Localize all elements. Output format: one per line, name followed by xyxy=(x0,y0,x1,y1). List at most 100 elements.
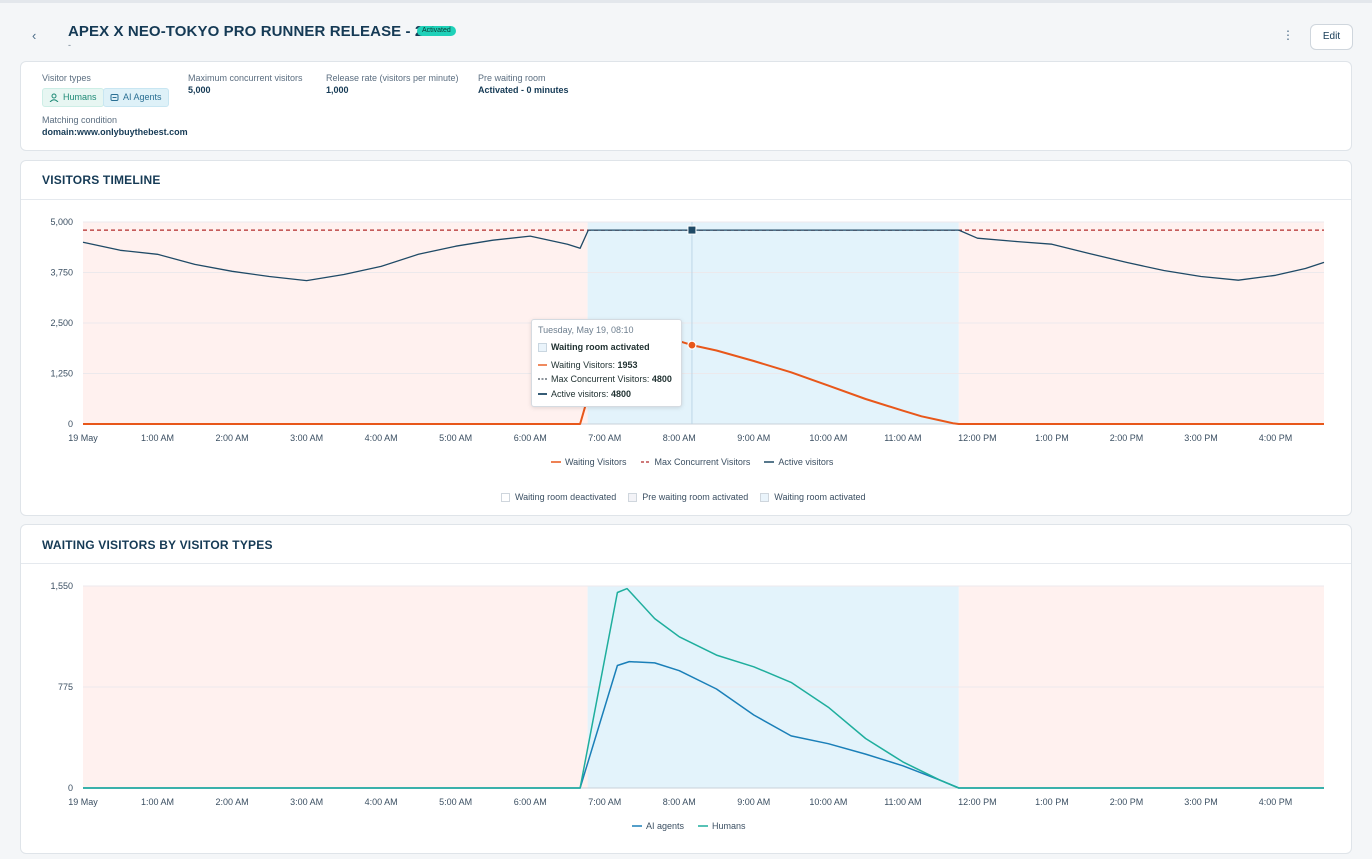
pre-waiting-square-icon xyxy=(628,492,638,502)
visitor-types-chart[interactable]: 1,550 775 0 19 May 1:00 AM 2:00 AM 3:00 AM 4:00… xyxy=(21,569,1351,859)
x-tick-label: 6:00 AM xyxy=(514,797,547,807)
legend-waiting-visitors[interactable]: Waiting Visitors xyxy=(551,457,627,467)
legend-ai-agents[interactable]: AI agents xyxy=(632,821,684,831)
matching-condition-field: Matching condition domain:www.onlybuythe… xyxy=(42,115,188,137)
legend-waiting-label: Waiting Visitors xyxy=(565,457,627,467)
status-badge: Activated xyxy=(417,26,456,36)
x-tick-label: 7:00 AM xyxy=(588,433,621,443)
x-tick-label: 19 May xyxy=(68,433,98,443)
x-tick-label: 2:00 PM xyxy=(1110,433,1144,443)
band-legend-pre-waiting-label: Pre waiting room activated xyxy=(642,492,749,502)
legend-max-label: Max Concurrent Visitors xyxy=(654,457,751,467)
series-line-ai-agents xyxy=(83,660,1324,789)
visitor-types-field: Visitor types xyxy=(42,73,91,83)
timeline-divider xyxy=(21,199,1351,200)
chip-ai-agents[interactable]: AI Agents xyxy=(103,88,169,107)
release-rate-value: 1,000 xyxy=(326,85,349,95)
tooltip-active-value: 4800 xyxy=(611,389,632,399)
y-tick-label: 1,250 xyxy=(50,369,73,379)
timeline-legend: Waiting Visitors Max Concurrent Visitors… xyxy=(551,457,833,467)
timeline-title: VISITORS TIMELINE xyxy=(42,173,161,187)
legend-active-label: Active visitors xyxy=(778,457,834,467)
chart-tooltip: Tuesday, May 19, 08:10 Waiting room acti… xyxy=(531,319,682,407)
person-icon xyxy=(49,93,59,102)
active-hover-marker xyxy=(687,225,697,235)
y-tick-label: 5,000 xyxy=(50,217,73,227)
x-tick-label: 4:00 PM xyxy=(1259,433,1293,443)
series-line-active-visitors xyxy=(82,229,1325,282)
x-tick-label: 6:00 AM xyxy=(514,433,547,443)
visitors-timeline-chart[interactable]: 5,000 3,750 2,500 1,250 0 19 May 1:00 AM 2:00 A… xyxy=(21,205,1351,505)
x-tick-label: 11:00 AM xyxy=(884,433,921,443)
x-tick-label: 10:00 AM xyxy=(809,433,847,443)
max-concurrent-field: Maximum concurrent visitors 5,000 xyxy=(188,73,303,95)
y-tick-label: 1,550 xyxy=(50,581,73,591)
y-tick-label: 0 xyxy=(68,419,73,429)
x-tick-label: 3:00 AM xyxy=(290,797,323,807)
release-rate-label: Release rate (visitors per minute) xyxy=(326,73,459,83)
more-options-icon[interactable]: ⋮ xyxy=(1282,28,1294,42)
pre-waiting-field: Pre waiting room Activated - 0 minutes xyxy=(478,73,569,95)
deactivated-square-icon xyxy=(501,492,510,502)
x-tick-label: 19 May xyxy=(68,797,98,807)
band-legend-activated[interactable]: Waiting room activated xyxy=(760,492,866,502)
activated-square-icon xyxy=(538,342,547,352)
x-tick-label: 5:00 AM xyxy=(439,433,472,443)
max-legend-icon xyxy=(640,461,651,463)
x-tick-label: 9:00 AM xyxy=(737,797,770,807)
tooltip-max-value: 4800 xyxy=(651,374,672,384)
back-chevron-icon[interactable]: ‹ xyxy=(32,28,37,43)
legend-ai-label: AI agents xyxy=(646,821,685,831)
x-tick-label: 1:00 AM xyxy=(141,797,174,807)
waiting-legend-icon xyxy=(551,461,561,463)
band-legend-pre-waiting[interactable]: Pre waiting room activated xyxy=(628,492,748,502)
x-tick-label: 8:00 AM xyxy=(663,433,696,443)
tooltip-state: Waiting room activated xyxy=(551,342,650,352)
active-line-icon xyxy=(538,393,547,395)
legend-humans-label: Humans xyxy=(712,821,746,831)
tooltip-active-label: Active visitors: xyxy=(551,389,612,399)
visitors-timeline-card: VISITORS TIMELINE 5,000 3,750 2,500 1,250 0 1… xyxy=(20,160,1352,516)
pre-waiting-label: Pre waiting room xyxy=(478,73,546,83)
y-tick-label: 775 xyxy=(58,682,73,692)
chip-humans[interactable]: Humans xyxy=(42,88,104,107)
page-header: ‹ APEX X NEO-TOKYO PRO RUNNER RELEASE - … xyxy=(20,14,1353,58)
legend-active-visitors[interactable]: Active visitors xyxy=(764,457,833,467)
tooltip-state-row: Waiting room activated xyxy=(538,342,650,352)
x-tick-label: 3:00 PM xyxy=(1184,433,1218,443)
legend-max-concurrent[interactable]: Max Concurrent Visitors xyxy=(640,457,751,467)
x-tick-label: 10:00 AM xyxy=(809,797,847,807)
ai-legend-icon xyxy=(632,825,642,827)
types-legend: AI agents Humans xyxy=(632,821,746,831)
y-tick-label: 3,750 xyxy=(50,268,73,278)
page-subtitle: - xyxy=(68,40,71,50)
band-legend: Waiting room deactivated Pre waiting roo… xyxy=(501,492,866,502)
tooltip-active-row: Active visitors: 4800 xyxy=(538,389,631,399)
x-tick-label: 4:00 AM xyxy=(365,433,398,443)
x-tick-label: 1:00 PM xyxy=(1035,797,1069,807)
edit-button[interactable]: Edit xyxy=(1310,24,1353,50)
band-legend-activated-label: Waiting room activated xyxy=(774,492,866,502)
x-tick-label: 9:00 AM xyxy=(737,433,770,443)
x-tick-label: 4:00 AM xyxy=(365,797,398,807)
tooltip-waiting-row: Waiting Visitors: 1953 xyxy=(538,360,638,370)
waiting-line-icon xyxy=(538,364,547,366)
robot-icon xyxy=(110,94,119,101)
x-tick-label: 12:00 PM xyxy=(958,797,997,807)
tooltip-waiting-label: Waiting Visitors: xyxy=(551,360,618,370)
x-tick-label: 7:00 AM xyxy=(588,797,621,807)
x-tick-label: 2:00 AM xyxy=(216,797,249,807)
chip-ai-agents-label: AI Agents xyxy=(123,92,162,102)
visitor-types-card: WAITING VISITORS BY VISITOR TYPES 1,550 7… xyxy=(20,524,1352,854)
max-dash-icon xyxy=(538,378,547,380)
x-tick-label: 1:00 PM xyxy=(1035,433,1069,443)
activated-legend-square-icon xyxy=(760,492,770,502)
band-legend-deactivated[interactable]: Waiting room deactivated xyxy=(501,492,616,502)
active-legend-icon xyxy=(764,461,775,463)
legend-humans[interactable]: Humans xyxy=(698,821,746,831)
x-tick-label: 3:00 AM xyxy=(290,433,323,443)
chip-humans-label: Humans xyxy=(63,92,97,102)
x-tick-label: 8:00 AM xyxy=(663,797,696,807)
y-tick-label: 2,500 xyxy=(50,318,73,328)
x-tick-label: 3:00 PM xyxy=(1184,797,1218,807)
